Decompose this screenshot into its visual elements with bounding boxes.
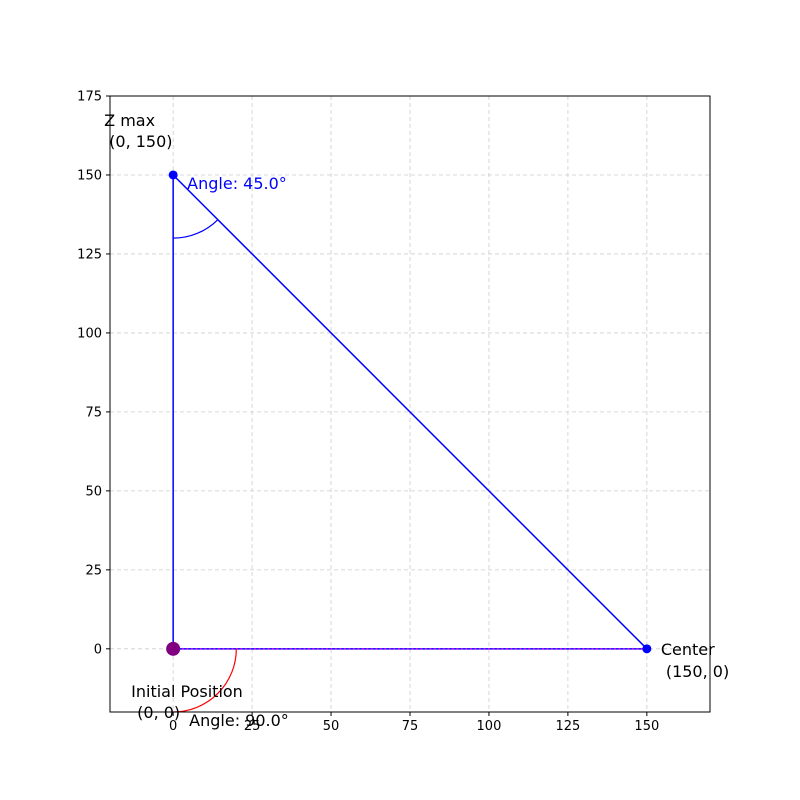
y-tick-label: 125 [77, 247, 102, 262]
zmax-point [168, 170, 178, 180]
annotations: Z max (0, 150) Center (150, 0) Initial P… [104, 111, 729, 730]
axis-ticks: 0 25 50 75 100 125 150 0 25 50 75 100 125 150 175 [77, 90, 659, 735]
y-tick-label: 100 [77, 326, 102, 341]
zmax-label-line1: Z max [104, 111, 155, 130]
center-label-line1: Center [661, 640, 715, 659]
origin-point [166, 641, 181, 656]
y-tick-label: 25 [85, 563, 102, 578]
angle-90-label: Angle: 90.0° [189, 711, 289, 730]
zmax-label-line2: (0, 150) [109, 132, 172, 151]
y-tick-label: 175 [77, 90, 102, 105]
y-tick-label: 75 [85, 405, 102, 420]
angle-45-label: Angle: 45.0° [187, 174, 287, 193]
y-tick-label: 50 [85, 484, 102, 499]
x-tick-label: 75 [402, 719, 419, 734]
x-tick-label: 100 [477, 719, 502, 734]
angle-45-arc [173, 219, 219, 239]
angle-90-arc [173, 648, 237, 713]
x-tick-label: 25 [244, 719, 261, 734]
plot-marks [166, 170, 652, 713]
center-label-line2: (150, 0) [666, 662, 729, 681]
y-tick-label: 0 [94, 642, 102, 657]
x-tick-label: 0 [169, 719, 177, 734]
axes-frame [109, 95, 711, 713]
y-tick-label: 150 [77, 168, 102, 183]
x-tick-label: 50 [323, 719, 340, 734]
x-tick-label: 125 [555, 719, 580, 734]
segment-hypotenuse [172, 174, 648, 650]
center-point [642, 644, 652, 654]
x-tick-label: 150 [634, 719, 659, 734]
origin-label-line1: Initial Position [131, 682, 243, 701]
